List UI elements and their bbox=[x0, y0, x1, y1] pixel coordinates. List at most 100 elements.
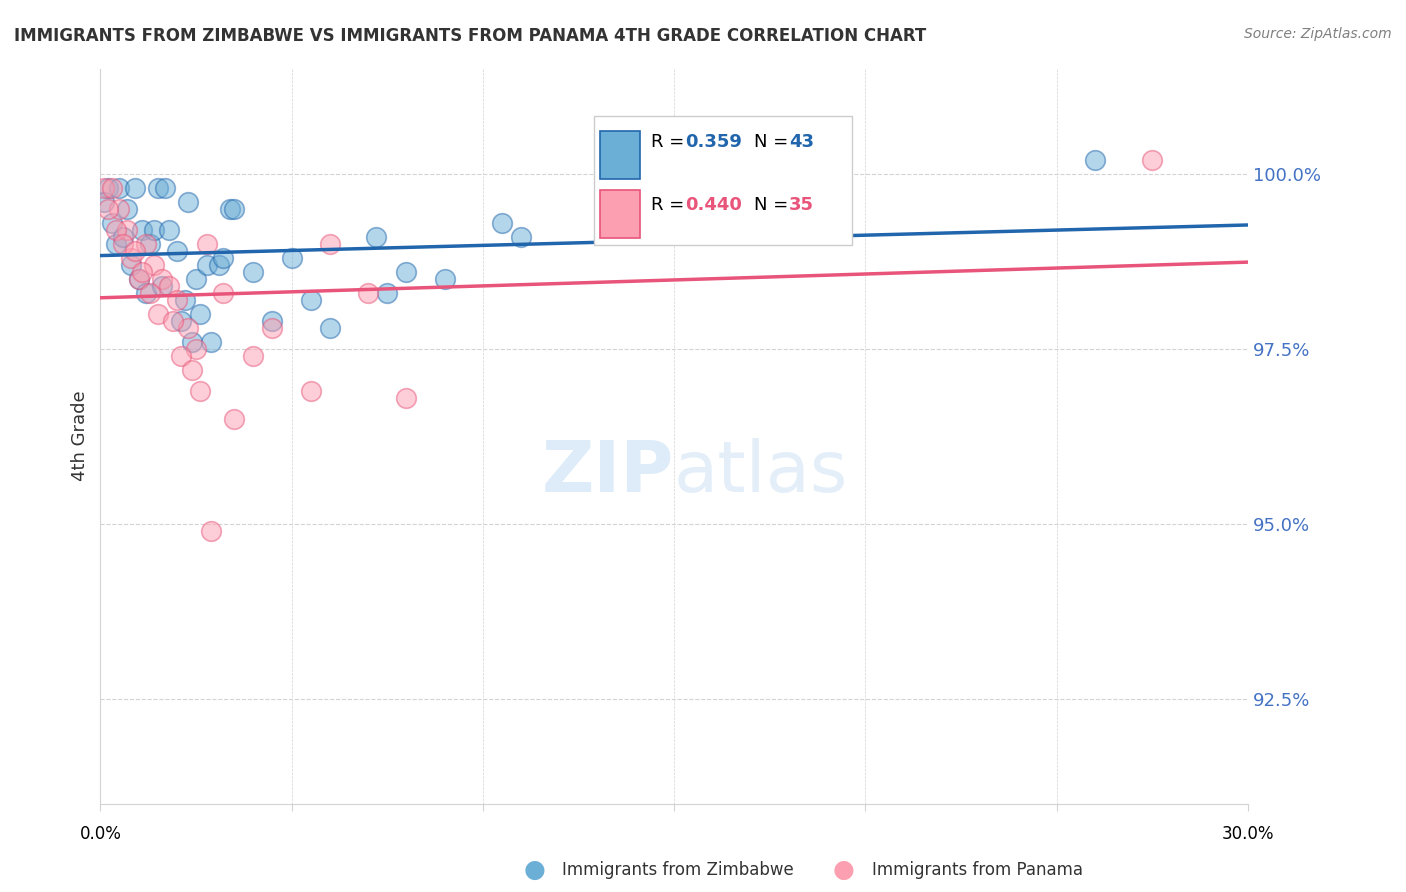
Point bbox=[1140, 153, 1163, 167]
Point bbox=[357, 285, 380, 300]
Point bbox=[115, 202, 138, 216]
Point bbox=[146, 180, 169, 194]
Point bbox=[491, 216, 513, 230]
Point bbox=[124, 180, 146, 194]
Point bbox=[108, 180, 131, 194]
Point bbox=[139, 236, 162, 251]
Point bbox=[184, 342, 207, 356]
Text: N =: N = bbox=[755, 195, 794, 213]
Point bbox=[299, 384, 322, 398]
Point bbox=[184, 271, 207, 285]
Point bbox=[135, 285, 157, 300]
Point bbox=[162, 313, 184, 327]
Text: Source: ZipAtlas.com: Source: ZipAtlas.com bbox=[1244, 27, 1392, 41]
Point bbox=[280, 251, 302, 265]
Point bbox=[112, 236, 135, 251]
Point bbox=[242, 264, 264, 278]
Point bbox=[197, 258, 219, 272]
Point bbox=[1084, 153, 1107, 167]
Point bbox=[150, 278, 173, 293]
Point bbox=[128, 271, 150, 285]
Point bbox=[115, 222, 138, 236]
Point bbox=[177, 194, 200, 209]
Point bbox=[170, 349, 193, 363]
Point bbox=[142, 222, 165, 236]
Point bbox=[395, 391, 418, 405]
Point bbox=[157, 278, 180, 293]
Point bbox=[364, 229, 387, 244]
Point bbox=[224, 202, 246, 216]
Point bbox=[510, 229, 533, 244]
Bar bbox=[593, 116, 852, 245]
Point bbox=[157, 222, 180, 236]
Text: 0.440: 0.440 bbox=[686, 195, 742, 213]
Point bbox=[200, 334, 222, 349]
Point bbox=[200, 524, 222, 538]
Point bbox=[120, 258, 142, 272]
Point bbox=[299, 293, 322, 307]
Text: 0.359: 0.359 bbox=[686, 133, 742, 151]
Point bbox=[124, 244, 146, 258]
Point bbox=[104, 222, 127, 236]
Point bbox=[97, 202, 120, 216]
Point bbox=[139, 285, 162, 300]
Point bbox=[211, 285, 233, 300]
Point bbox=[104, 236, 127, 251]
Text: N =: N = bbox=[755, 133, 794, 151]
Point bbox=[197, 236, 219, 251]
Point bbox=[131, 222, 153, 236]
Point bbox=[112, 229, 135, 244]
Point bbox=[150, 271, 173, 285]
Point bbox=[433, 271, 456, 285]
Point bbox=[142, 258, 165, 272]
Text: 30.0%: 30.0% bbox=[1222, 825, 1274, 843]
Point bbox=[219, 202, 242, 216]
Point bbox=[375, 285, 398, 300]
Text: ●: ● bbox=[832, 858, 855, 881]
Point bbox=[135, 236, 157, 251]
Point bbox=[181, 334, 204, 349]
Point bbox=[262, 313, 284, 327]
Point bbox=[101, 180, 124, 194]
Text: R =: R = bbox=[651, 133, 690, 151]
Point bbox=[97, 180, 120, 194]
Point bbox=[170, 313, 193, 327]
Point bbox=[395, 264, 418, 278]
Point bbox=[93, 180, 115, 194]
Text: ●: ● bbox=[523, 858, 546, 881]
Text: atlas: atlas bbox=[673, 438, 848, 508]
Point bbox=[177, 320, 200, 334]
Point bbox=[211, 251, 233, 265]
Text: Immigrants from Panama: Immigrants from Panama bbox=[872, 861, 1083, 879]
Point bbox=[181, 362, 204, 376]
Point bbox=[146, 307, 169, 321]
Y-axis label: 4th Grade: 4th Grade bbox=[72, 391, 89, 482]
Point bbox=[120, 251, 142, 265]
Text: Immigrants from Zimbabwe: Immigrants from Zimbabwe bbox=[562, 861, 794, 879]
Point bbox=[208, 258, 231, 272]
Text: 35: 35 bbox=[789, 195, 814, 213]
Point bbox=[93, 194, 115, 209]
Point bbox=[188, 307, 211, 321]
Point bbox=[262, 320, 284, 334]
Point bbox=[166, 293, 188, 307]
Text: ZIP: ZIP bbox=[541, 438, 673, 508]
Text: 43: 43 bbox=[789, 133, 814, 151]
Point bbox=[242, 349, 264, 363]
Point bbox=[319, 236, 342, 251]
Point bbox=[128, 271, 150, 285]
Point bbox=[319, 320, 342, 334]
Point bbox=[101, 216, 124, 230]
Point bbox=[155, 180, 177, 194]
FancyBboxPatch shape bbox=[599, 190, 640, 237]
Point bbox=[166, 244, 188, 258]
Point bbox=[131, 264, 153, 278]
Point bbox=[173, 293, 195, 307]
Text: 0.0%: 0.0% bbox=[79, 825, 121, 843]
Point bbox=[188, 384, 211, 398]
FancyBboxPatch shape bbox=[599, 131, 640, 178]
Point bbox=[108, 202, 131, 216]
Text: IMMIGRANTS FROM ZIMBABWE VS IMMIGRANTS FROM PANAMA 4TH GRADE CORRELATION CHART: IMMIGRANTS FROM ZIMBABWE VS IMMIGRANTS F… bbox=[14, 27, 927, 45]
Point bbox=[224, 411, 246, 425]
Text: R =: R = bbox=[651, 195, 690, 213]
